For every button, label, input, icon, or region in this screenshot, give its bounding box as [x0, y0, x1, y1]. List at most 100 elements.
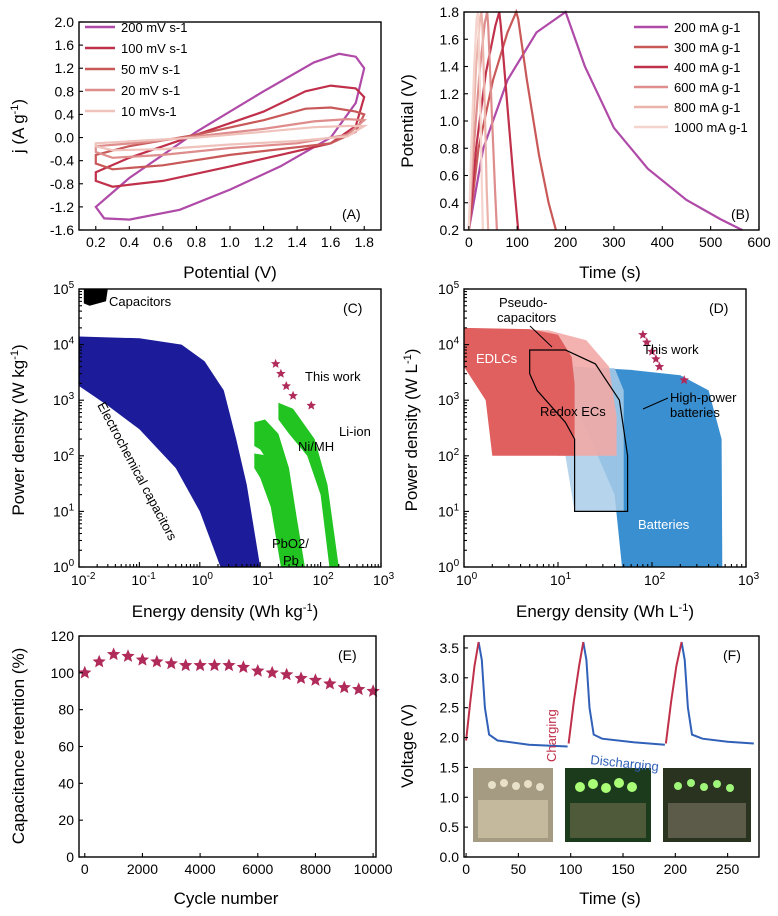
- f-discharge-curve-2: [680, 641, 754, 745]
- panel-d-label: (D): [709, 300, 728, 316]
- b-ytick-label: 1.8: [440, 4, 460, 20]
- f-ytick-label: 0.5: [440, 819, 460, 835]
- e-retention-point: [106, 647, 121, 661]
- b-legend-label: 800 mA g-1: [674, 100, 741, 115]
- pseudo-arrow: [529, 325, 553, 348]
- pseudo-annotation-1: Pseudo-: [499, 295, 547, 310]
- panel-f: 0 50 100 150 200 2500.00.51.01.52.02.53.03.5 …: [398, 635, 760, 908]
- e-retention-point: [207, 658, 222, 672]
- c-this-work-star: [288, 390, 298, 400]
- d-this-work-star: [638, 329, 648, 339]
- d-this-work-star: [651, 354, 661, 364]
- a-ytick-label: 2.0: [55, 14, 75, 30]
- c-ytick-label: 102: [53, 447, 75, 464]
- e-retention-point: [193, 658, 207, 672]
- charging-label: Charging: [544, 709, 559, 762]
- a-legend-label: 200 mV s-1: [121, 20, 187, 35]
- f-charge-curve-1: [567, 641, 585, 744]
- a-xtick-label: 1.6: [321, 234, 341, 250]
- f-xtick-label: 0: [462, 861, 470, 877]
- panel-d-ylabel: Power density (W L-1): [402, 349, 421, 512]
- f-ytick-label: 2.5: [440, 700, 460, 716]
- c-this-work-star: [276, 368, 286, 378]
- d-xtick-label: 103: [738, 571, 760, 588]
- b-xtick-label: 400: [651, 234, 675, 250]
- e-retention-point: [150, 654, 164, 668]
- d-this-work-star: [679, 375, 689, 385]
- b-ytick-label: 1.4: [440, 59, 460, 75]
- a-ytick-label: 1.6: [55, 37, 75, 53]
- f-ytick-label: 3.0: [440, 670, 460, 686]
- hp-annotation-1: High-power: [670, 390, 737, 405]
- a-legend-label: 50 mV s-1: [121, 62, 180, 77]
- a-cv-curve-4: [94, 124, 369, 152]
- c-ytick-label: 101: [53, 502, 75, 519]
- b-ytick-label: 1.0: [440, 113, 460, 129]
- panel-d-xlabel: Energy density (Wh L-1): [516, 602, 694, 621]
- a-xtick-label: 1.2: [254, 234, 274, 250]
- e-xtick-label: 6000: [242, 861, 273, 877]
- panel-b-legend: 200 mA g-1 300 mA g-1 400 mA g-1 600 mA g-1…: [634, 20, 748, 135]
- d-this-work-star: [654, 361, 665, 371]
- pb-annotation: Pb: [283, 553, 299, 568]
- b-ytick-label: 0.8: [440, 140, 460, 156]
- f-ytick-label: 2.0: [440, 730, 460, 746]
- nimh-annotation: Ni/MH: [298, 439, 334, 454]
- pbo2-annotation: PbO2/: [272, 536, 309, 551]
- a-legend-label: 20 mV s-1: [121, 83, 180, 98]
- e-retention-point: [222, 658, 236, 672]
- c-this-work-star: [270, 358, 281, 368]
- c-xtick-label: 101: [252, 571, 274, 588]
- e-xtick-label: 4000: [185, 861, 216, 877]
- e-retention-point: [323, 676, 337, 690]
- f-xtick-label: 150: [611, 861, 635, 877]
- b-ytick-label: 0.6: [440, 168, 460, 184]
- f-ytick-label: 0.0: [440, 849, 460, 865]
- c-li-ion-region: [278, 402, 339, 567]
- f-xtick-label: 50: [511, 861, 527, 877]
- panel-e-ylabel: Capacitance retention (%): [9, 648, 28, 845]
- e-retention-point: [352, 682, 366, 696]
- e-retention-point: [121, 649, 135, 662]
- d-ytick-label: 104: [438, 336, 460, 353]
- a-ytick-label: 0.8: [55, 83, 75, 99]
- panel-e-xlabel: Cycle number: [174, 889, 279, 908]
- e-retention-point: [366, 684, 380, 697]
- b-xtick-label: 600: [747, 234, 771, 250]
- a-ytick-label: -0.4: [50, 153, 74, 169]
- a-legend-label: 100 mV s-1: [121, 41, 187, 56]
- a-ytick-label: -1.2: [50, 199, 74, 215]
- c-ytick-label: 103: [53, 391, 75, 408]
- e-xtick-label: 0: [81, 861, 89, 877]
- a-xtick-label: 0.8: [187, 234, 207, 250]
- e-retention-point: [308, 673, 323, 686]
- panel-d-frame: [463, 288, 747, 568]
- c-ec-region: [79, 336, 261, 567]
- panel-a-label: (A): [342, 206, 361, 222]
- e-retention-point: [135, 652, 150, 666]
- a-xtick-label: 0.2: [86, 234, 106, 250]
- panel-f-ylabel: Voltage (V): [398, 704, 417, 788]
- c-xtick-label: 10-1: [131, 571, 156, 588]
- b-xtick-label: 500: [699, 234, 723, 250]
- f-ytick-label: 1.0: [440, 789, 460, 805]
- d-ytick-label: 103: [438, 391, 460, 408]
- d-ytick-label: 105: [438, 280, 460, 297]
- a-xtick-label: 1.8: [354, 234, 374, 250]
- panel-b: 0 100 200 300 400 500 600 0.2 0.4 0.6 0.8 1.0 1.2 1.4…: [398, 4, 771, 282]
- led-photo-inset-1: [473, 768, 553, 842]
- panel-c-ylabel: Power density (W kg-1): [9, 344, 28, 515]
- b-gcd-curve-0: [467, 10, 743, 231]
- f-discharge-curve-1: [582, 641, 665, 746]
- panel-c-xlabel: Energy density (Wh kg-1): [132, 602, 318, 621]
- a-xtick-label: 1.4: [287, 234, 307, 250]
- e-ytick-label: 100: [51, 665, 75, 681]
- capacitors-annotation: Capacitors: [109, 294, 172, 309]
- a-xtick-label: 0.6: [153, 234, 173, 250]
- panel-c-frame: [78, 288, 382, 568]
- c-ytick-label: 105: [53, 280, 75, 297]
- panel-f-label: (F): [723, 647, 741, 663]
- hp-annotation-2: batteries: [670, 405, 720, 420]
